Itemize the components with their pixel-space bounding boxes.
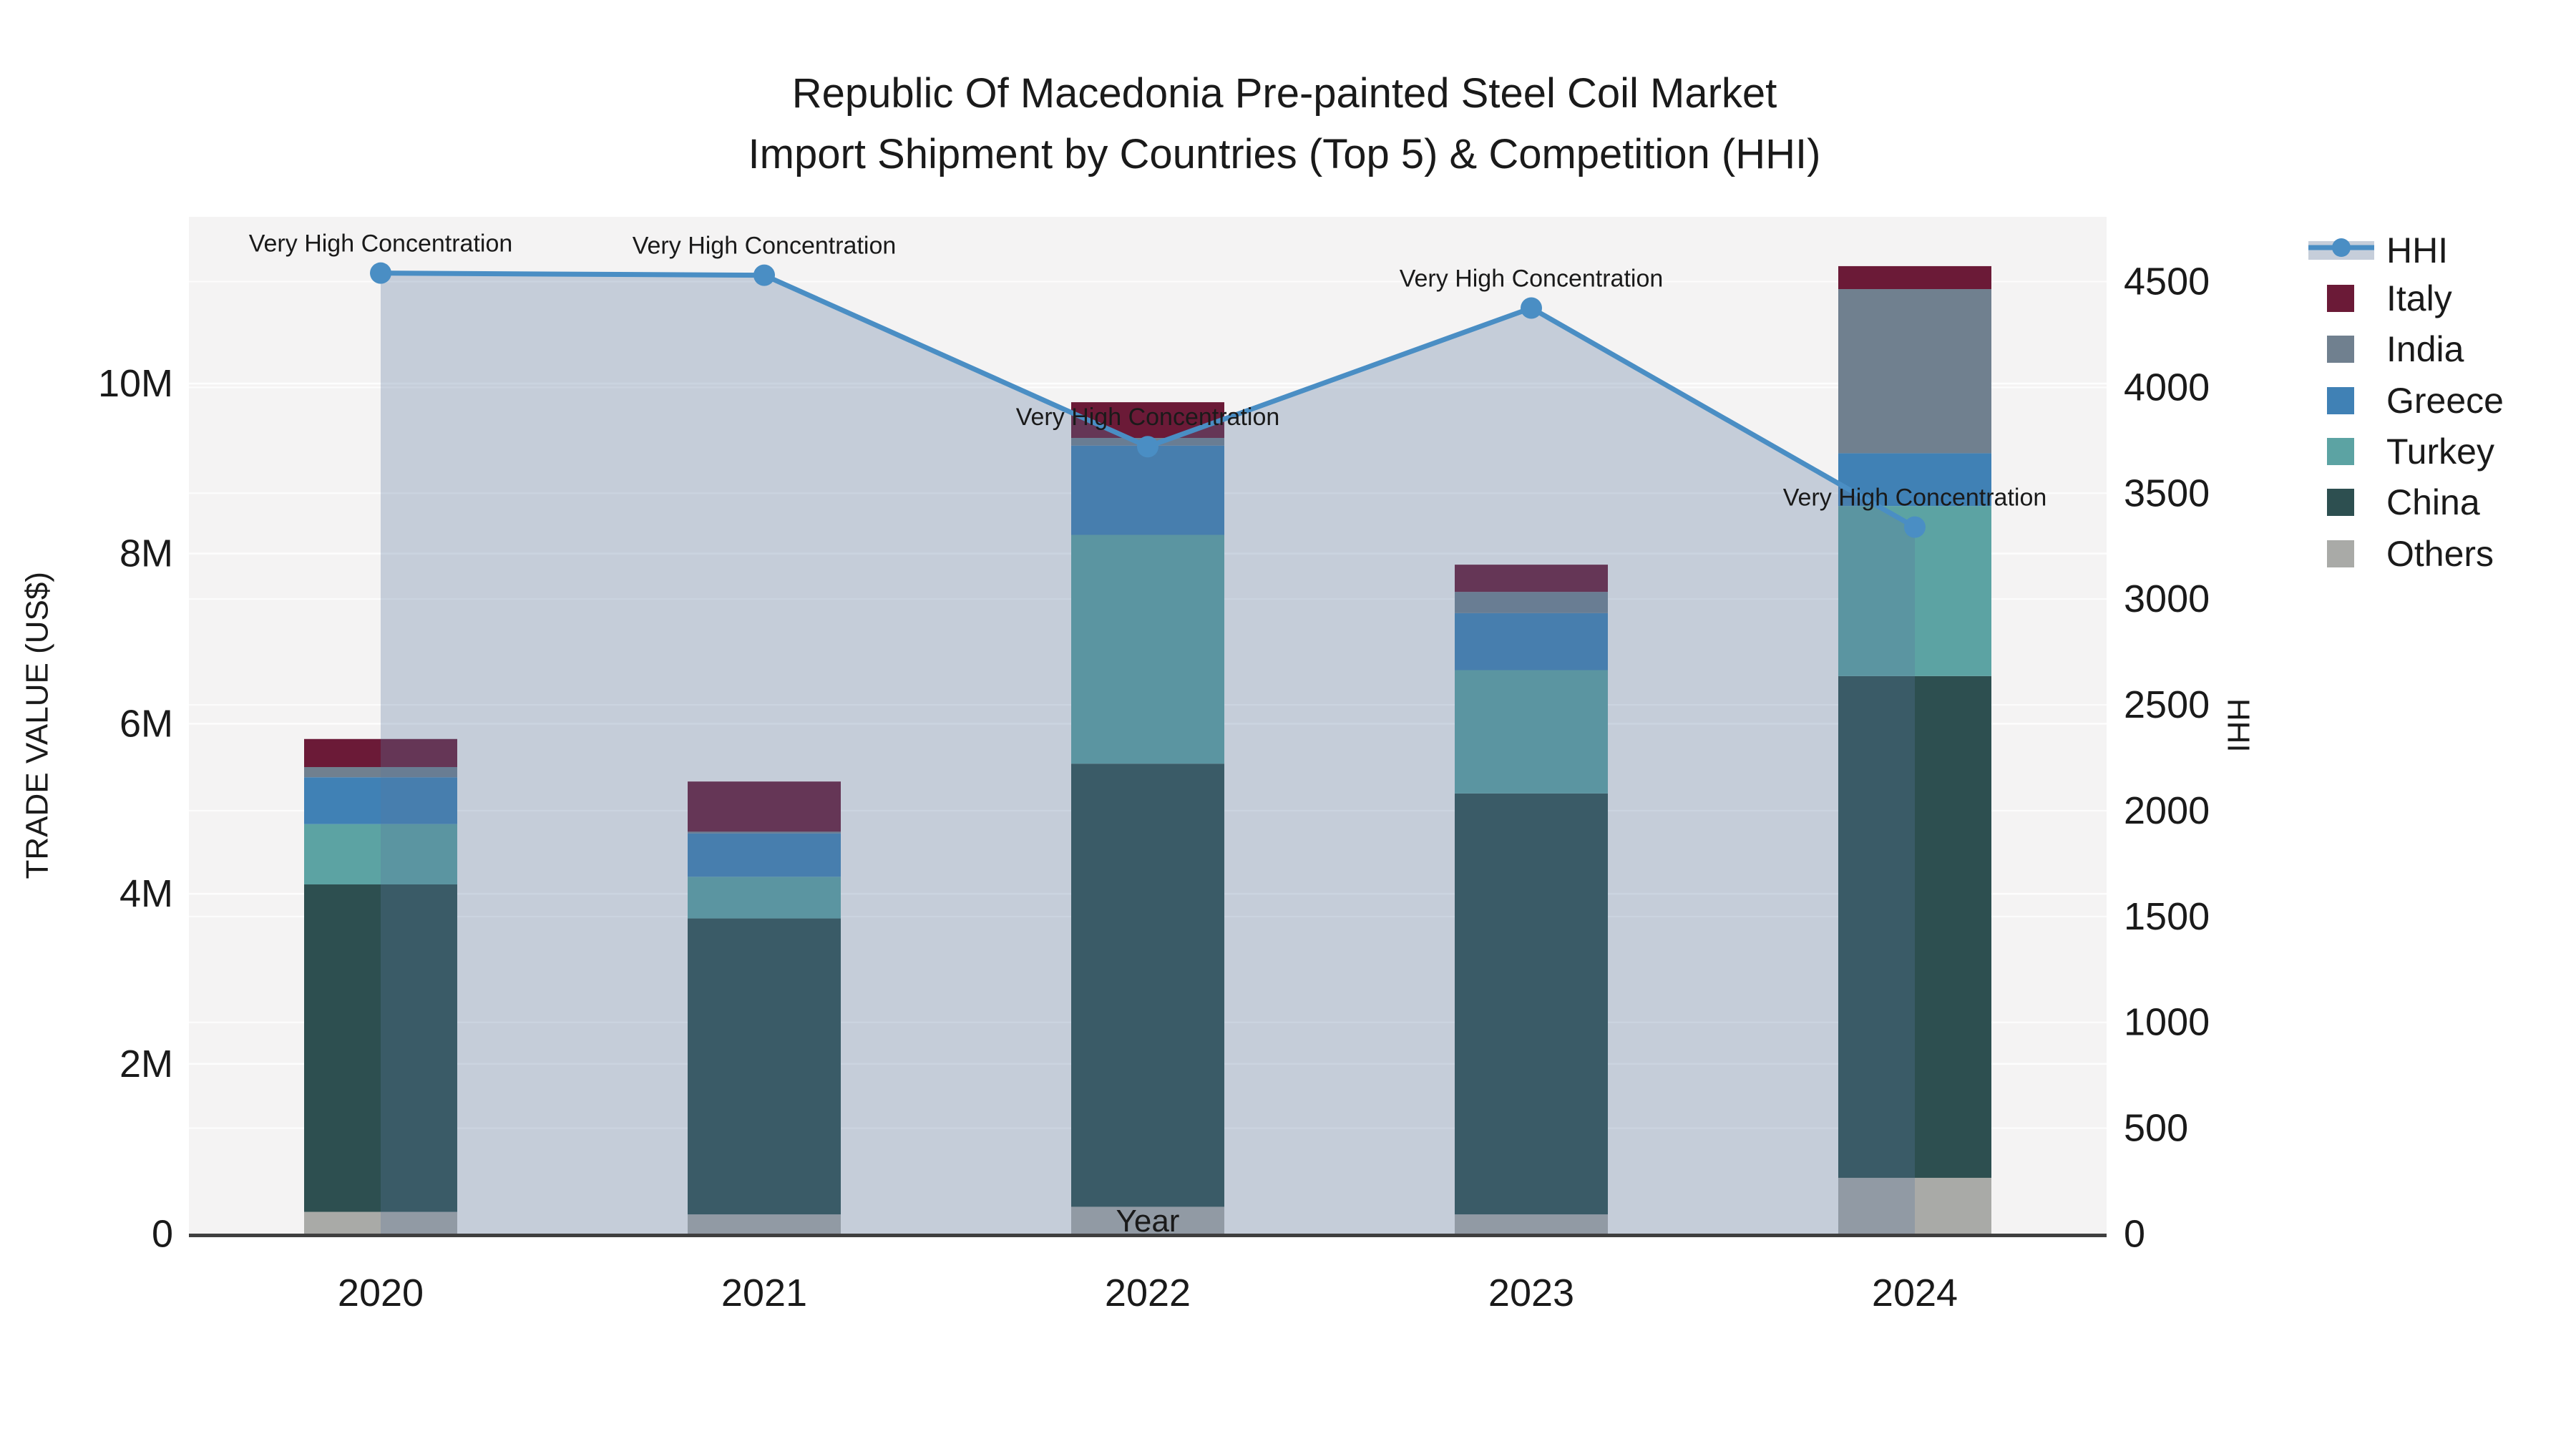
bar-turkey-2023[interactable] xyxy=(1455,670,1608,794)
bar-others-2023[interactable] xyxy=(1455,1214,1608,1234)
annotation-label: Very High Concentration xyxy=(633,233,897,260)
y-right-tick-label: 4500 xyxy=(2124,260,2210,303)
y-right-tick-label: 4000 xyxy=(2124,366,2210,409)
y-left-tick-label: 2M xyxy=(119,1043,173,1085)
bar-italy-2024[interactable] xyxy=(1838,265,1991,290)
y-left-tick-label: 4M xyxy=(119,872,173,915)
y-right-tick-label: 2500 xyxy=(2124,683,2210,726)
y-left-axis-title: TRADE VALUE (US$) xyxy=(20,572,55,879)
annotation-label: Very High Concentration xyxy=(1400,265,1664,292)
legend-label-turkey: Turkey xyxy=(2386,431,2494,472)
y-right-tick-label: 0 xyxy=(2124,1213,2145,1256)
bar-others-2020[interactable] xyxy=(304,1211,457,1234)
bar-italy-2022[interactable] xyxy=(1071,402,1224,439)
legend-item-hhi[interactable]: HHI xyxy=(2308,230,2448,270)
y-left-tick-label: 10M xyxy=(98,362,173,405)
legend-item-italy[interactable]: Italy xyxy=(2327,278,2452,318)
bar-china-2023[interactable] xyxy=(1455,793,1608,1215)
y-left-tick-label: 8M xyxy=(119,532,173,575)
legend-label-others: Others xyxy=(2386,534,2494,574)
bar-others-2021[interactable] xyxy=(688,1214,841,1234)
y-left-tick-label: 0 xyxy=(152,1213,173,1256)
y-left-tick-label: 6M xyxy=(119,702,173,745)
legend-label-greece: Greece xyxy=(2386,381,2504,421)
y-right-tick-label: 500 xyxy=(2124,1107,2188,1150)
bar-italy-2023[interactable] xyxy=(1455,565,1608,592)
y-right-axis-title: HHI xyxy=(2221,698,2256,753)
legend-item-turkey[interactable]: Turkey xyxy=(2327,431,2494,472)
chart-title-line1: Republic Of Macedonia Pre-painted Steel … xyxy=(792,70,1777,117)
bar-italy-2021[interactable] xyxy=(688,781,841,832)
bar-greece-2022[interactable] xyxy=(1071,445,1224,535)
annotation-label: Very High Concentration xyxy=(1783,484,2047,512)
legend-label-china: China xyxy=(2386,482,2480,522)
bar-turkey-2021[interactable] xyxy=(688,877,841,919)
bar-china-2020[interactable] xyxy=(304,884,457,1212)
hhi-marker-2020[interactable] xyxy=(370,262,391,284)
bar-italy-2020[interactable] xyxy=(304,738,457,767)
chart-title-line2: Import Shipment by Countries (Top 5) & C… xyxy=(748,131,1821,177)
y-right-tick-label: 1000 xyxy=(2124,1001,2210,1044)
bar-others-2022[interactable] xyxy=(1071,1206,1224,1234)
legend-swatch-greece xyxy=(2327,387,2354,414)
legend-swatch-italy xyxy=(2327,285,2354,312)
bar-china-2024[interactable] xyxy=(1838,675,1991,1179)
y-right-tick-label: 3500 xyxy=(2124,472,2210,514)
bar-india-2024[interactable] xyxy=(1838,289,1991,454)
y-right-tick-label: 2000 xyxy=(2124,789,2210,832)
legend-hhi-marker-icon xyxy=(2332,238,2351,257)
hhi-marker-2024[interactable] xyxy=(1904,516,1926,538)
bar-greece-2023[interactable] xyxy=(1455,613,1608,670)
legend-swatch-turkey xyxy=(2327,438,2354,465)
x-tick-label: 2024 xyxy=(1872,1272,1958,1314)
legend-label-india: India xyxy=(2386,329,2464,369)
bar-india-2021[interactable] xyxy=(688,831,841,834)
bar-china-2021[interactable] xyxy=(688,918,841,1215)
hhi-marker-2022[interactable] xyxy=(1137,436,1158,458)
hhi-marker-2021[interactable] xyxy=(753,264,775,286)
x-tick-label: 2023 xyxy=(1488,1272,1574,1314)
y-right-tick-label: 3000 xyxy=(2124,577,2210,620)
x-tick-label: 2021 xyxy=(721,1272,807,1314)
bar-greece-2021[interactable] xyxy=(688,833,841,877)
bar-china-2022[interactable] xyxy=(1071,763,1224,1207)
annotation-label: Very High Concentration xyxy=(249,230,513,258)
bar-others-2024[interactable] xyxy=(1838,1178,1991,1234)
bar-india-2023[interactable] xyxy=(1455,592,1608,613)
legend-item-india[interactable]: India xyxy=(2327,329,2464,369)
x-tick-label: 2022 xyxy=(1105,1272,1191,1314)
hhi-area-fill xyxy=(381,273,1915,1234)
legend-item-china[interactable]: China xyxy=(2327,482,2480,522)
x-tick-label: 2020 xyxy=(338,1272,424,1314)
hhi-marker-2023[interactable] xyxy=(1521,297,1542,319)
legend-swatch-china xyxy=(2327,489,2354,516)
legend-label-hhi: HHI xyxy=(2386,230,2448,270)
y-right-tick-label: 1500 xyxy=(2124,895,2210,938)
bar-turkey-2020[interactable] xyxy=(304,824,457,885)
legend-item-greece[interactable]: Greece xyxy=(2327,381,2504,421)
x-axis-title: Year xyxy=(1116,1204,1180,1239)
legend-item-others[interactable]: Others xyxy=(2327,534,2494,574)
annotation-label: Very High Concentration xyxy=(1016,404,1280,431)
bar-india-2020[interactable] xyxy=(304,766,457,778)
legend-swatch-others xyxy=(2327,540,2354,567)
legend-swatch-india xyxy=(2327,336,2354,363)
bar-greece-2020[interactable] xyxy=(304,777,457,824)
bar-turkey-2022[interactable] xyxy=(1071,535,1224,764)
legend-label-italy: Italy xyxy=(2386,278,2452,318)
